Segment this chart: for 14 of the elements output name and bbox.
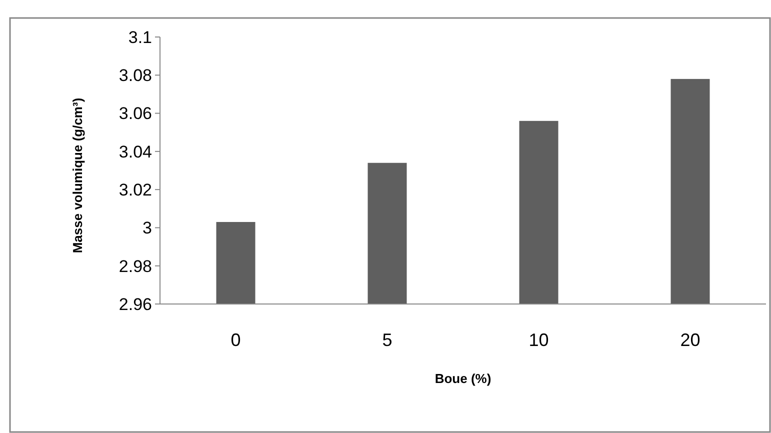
y-tick-label: 2.96 (118, 294, 152, 314)
y-tick-label: 3.1 (128, 28, 152, 47)
y-tick-label: 3.06 (118, 104, 152, 124)
x-tick-label: 0 (230, 330, 241, 350)
y-tick-label: 3.02 (118, 180, 152, 200)
y-tick-label: 2.98 (118, 256, 152, 276)
y-tick-label: 3 (142, 218, 152, 238)
x-tick-label: 10 (528, 330, 549, 350)
y-axis-title: Masse volumique (g/cm³) (70, 98, 85, 254)
y-tick-label: 3.04 (118, 142, 152, 162)
x-tick-label: 20 (680, 330, 700, 350)
x-tick-label: 5 (382, 330, 392, 350)
y-tick-label: 3.08 (118, 66, 152, 86)
x-axis-title: Boue (%) (434, 371, 492, 386)
